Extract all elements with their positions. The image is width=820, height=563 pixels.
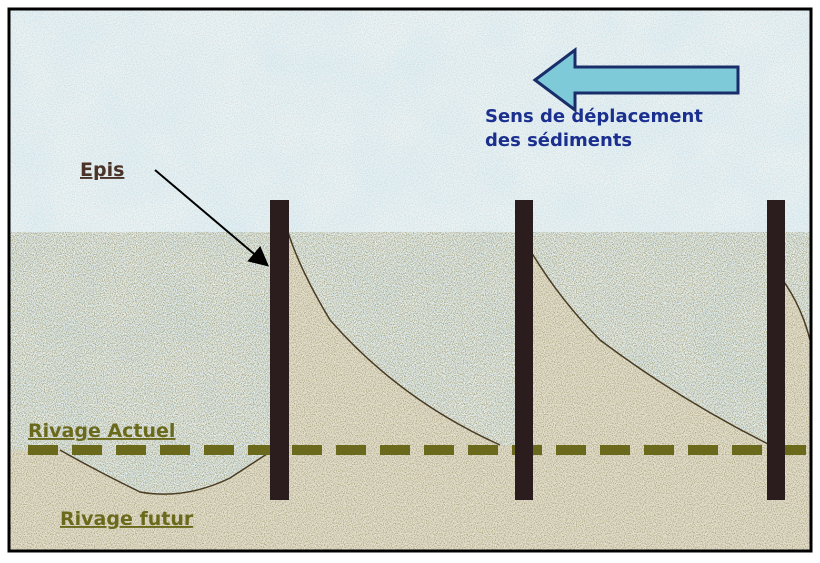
direction-label: Sens de déplacement [485, 106, 703, 127]
current-shore-label: Rivage Actuel [28, 420, 175, 442]
future-shore-label: Rivage futur [60, 508, 194, 530]
groyne-label: Epis [80, 159, 124, 181]
shoreline-curve [59, 231, 811, 495]
groyne [515, 200, 533, 500]
direction-arrow [532, 47, 740, 113]
sand [10, 232, 810, 550]
groyne [767, 200, 785, 500]
groyne [270, 200, 289, 500]
direction-label: des sédiments [485, 130, 632, 151]
pointer-arrow [154, 169, 270, 267]
frame [7, 7, 813, 553]
